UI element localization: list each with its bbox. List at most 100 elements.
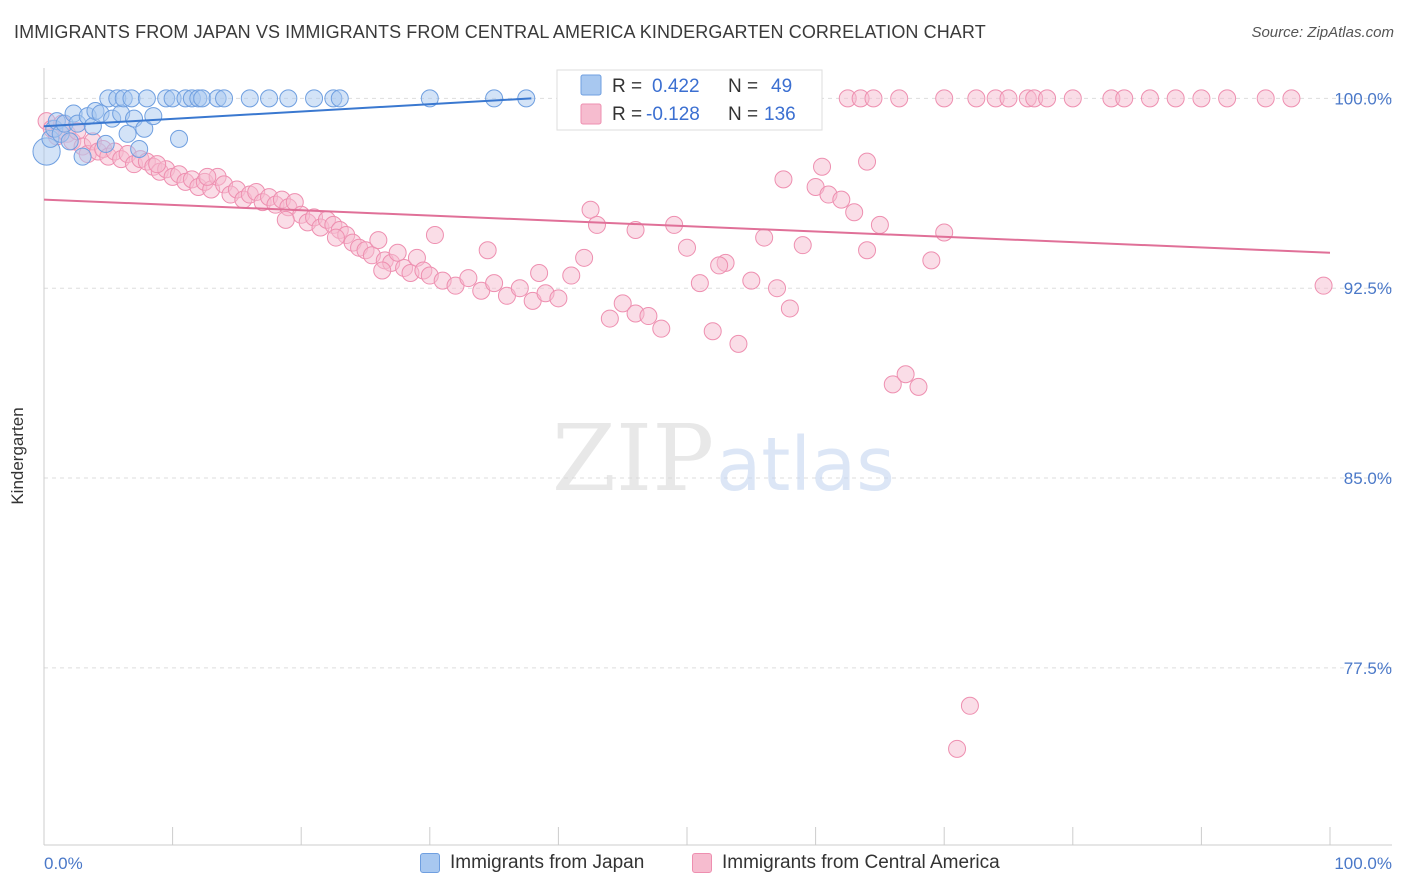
ca-point (710, 256, 729, 275)
stats-legend: R = 0.422 N = 49 R = -0.128 N = 136 (556, 69, 823, 131)
ca-point (1282, 89, 1301, 108)
legend-japan-r-label: R = (612, 76, 642, 97)
japan-point (330, 89, 349, 108)
legend-ca-r-value: -0.128 (646, 104, 700, 125)
ca-point (600, 309, 619, 328)
ca-point (960, 696, 979, 715)
japan-swatch (420, 853, 440, 873)
ca-point (485, 274, 504, 293)
ca-point (1038, 89, 1057, 108)
y-tick-label: 77.5% (1344, 659, 1392, 678)
japan-point (118, 124, 137, 143)
japan-point (279, 89, 298, 108)
japan-point (60, 132, 79, 151)
japan-point (260, 89, 279, 108)
ca-point (793, 236, 812, 255)
ca-point (678, 238, 696, 257)
watermark-atlas: atlas (716, 422, 895, 508)
ca-point (373, 261, 392, 280)
ca-point (845, 203, 864, 222)
bottom-legend-japan-label: Immigrants from Japan (450, 852, 645, 873)
ca-point (1192, 89, 1211, 108)
ca-point (562, 266, 581, 285)
ca-point (1218, 89, 1237, 108)
ca-point (326, 228, 345, 247)
trend-lines (43, 97, 1331, 254)
ca-swatch (692, 853, 712, 873)
ca-point (510, 279, 529, 298)
ca-point (388, 243, 407, 262)
x-ticks (172, 827, 1331, 845)
legend-ca-r-label: R = (612, 104, 642, 125)
japan-point (193, 89, 212, 108)
ca-point (626, 220, 645, 239)
legend-japan-n-label: N = (728, 76, 758, 97)
ca-point (690, 274, 709, 293)
japan-point (240, 89, 259, 108)
x-tick-labels: 0.0% 100.0% (44, 854, 1392, 873)
axes (43, 68, 1392, 846)
ca-point (935, 223, 954, 242)
legend-ca-n-label: N = (728, 104, 758, 125)
ca-point (858, 152, 877, 171)
ca-point (639, 307, 658, 326)
legend-japan-r-value: 0.422 (652, 76, 700, 97)
ca-point (1166, 89, 1185, 108)
japan-point (170, 129, 189, 148)
ca-point (276, 210, 295, 229)
ca-point (813, 157, 832, 176)
ca-point (613, 294, 632, 313)
ca-point (870, 215, 889, 234)
ca-point (780, 299, 799, 318)
ca-point (1140, 89, 1159, 108)
ca-point (549, 289, 568, 308)
bottom-legend: Immigrants from Japan Immigrants from Ce… (0, 852, 1406, 878)
ca-point (652, 319, 671, 338)
ca-trend-line (43, 198, 1331, 254)
ca-point (581, 200, 600, 219)
ca-point (425, 226, 444, 245)
japan-point (420, 89, 439, 108)
watermark-zip: ZIP (552, 405, 714, 512)
y-tick-label: 100.0% (1334, 89, 1392, 108)
japan-point (73, 147, 92, 166)
ca-point (858, 241, 877, 260)
ca-point (774, 170, 793, 189)
chart-title: IMMIGRANTS FROM JAPAN VS IMMIGRANTS FROM… (14, 22, 986, 42)
ca-point (999, 89, 1018, 108)
ca-point (1063, 89, 1082, 108)
ca-point (768, 279, 787, 298)
ca-point (148, 155, 167, 174)
japan-point (305, 89, 324, 108)
ca-point (198, 167, 217, 186)
legend-japan-n-value: 49 (771, 76, 792, 97)
ca-point (530, 264, 549, 283)
legend-japan-swatch (580, 74, 602, 96)
y-tick-label: 85.0% (1344, 469, 1392, 488)
japan-point (485, 89, 504, 108)
ca-point (909, 377, 928, 396)
legend-ca-swatch (580, 103, 602, 125)
ca-point (575, 248, 594, 267)
ca-point (755, 228, 774, 247)
japan-point (130, 139, 149, 158)
japan-trend-line (43, 97, 532, 128)
y-tick-label: 92.5% (1344, 279, 1392, 298)
ca-point (967, 89, 986, 108)
source-label: Source: ZipAtlas.com (1251, 24, 1394, 41)
ca-point (896, 365, 915, 384)
ca-point (864, 89, 883, 108)
ca-point (742, 271, 761, 290)
ca-point (832, 190, 851, 209)
bottom-legend-ca-label: Immigrants from Central America (722, 852, 1000, 873)
ca-point (935, 89, 954, 108)
x-tick-label-max: 100.0% (1334, 854, 1392, 873)
ca-point (1256, 89, 1275, 108)
bottom-legend-ca: Immigrants from Central America (692, 852, 1000, 874)
y-tick-labels: 77.5% 85.0% 92.5% 100.0% (1334, 89, 1392, 677)
ca-point (890, 89, 909, 108)
bottom-legend-japan: Immigrants from Japan (420, 852, 644, 874)
japan-point (215, 89, 234, 108)
x-tick-label-min: 0.0% (44, 854, 83, 873)
